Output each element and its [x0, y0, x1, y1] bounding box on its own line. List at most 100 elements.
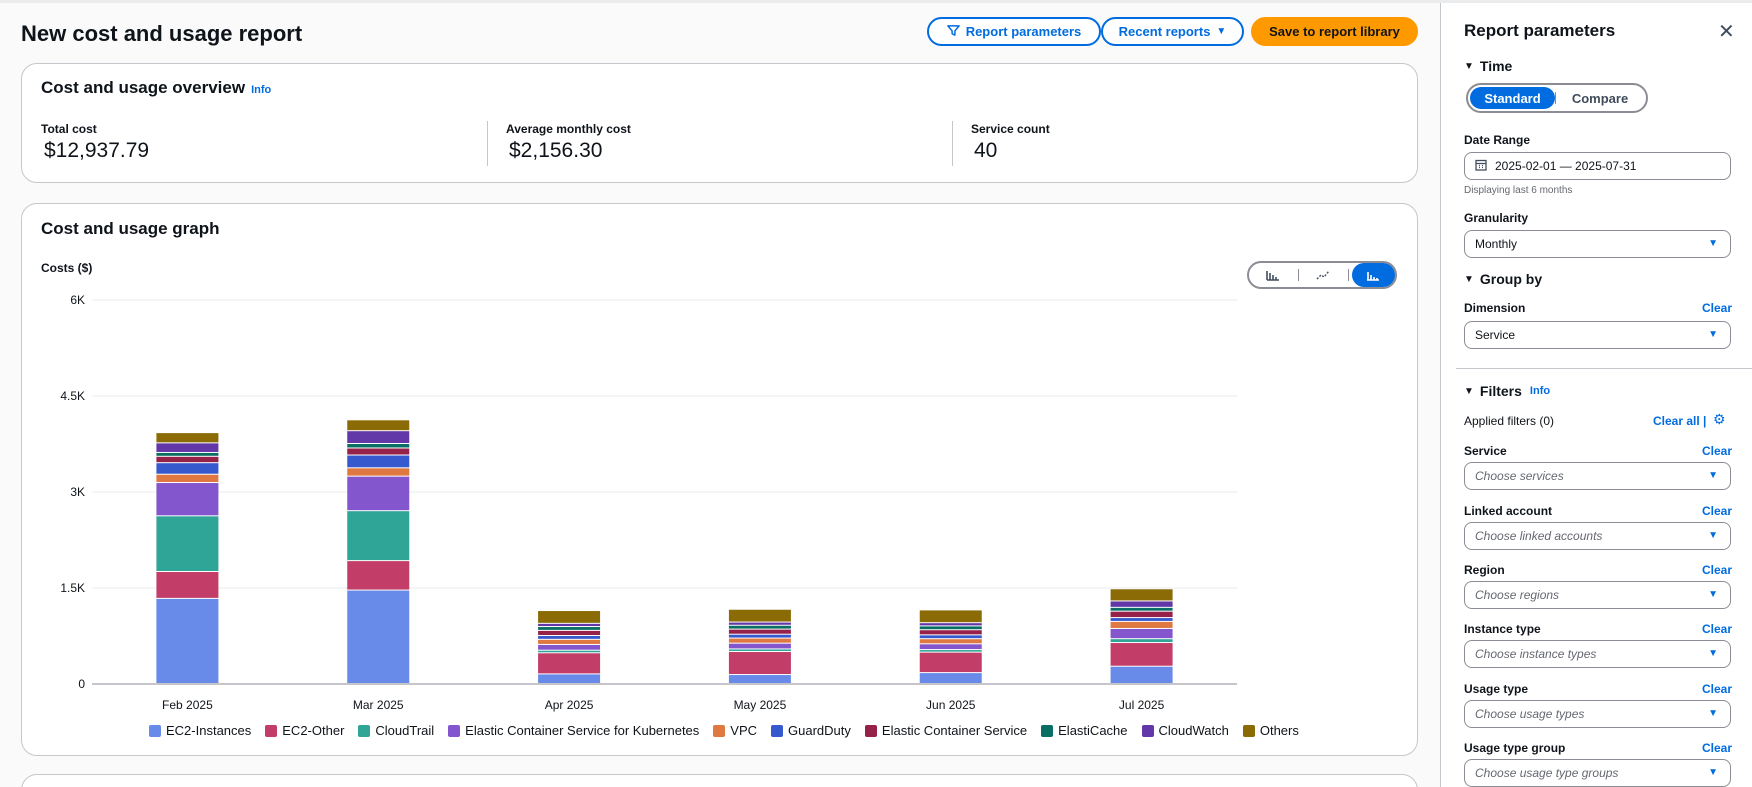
metric-divider — [952, 121, 953, 166]
granularity-label: Granularity — [1464, 211, 1529, 225]
top-border — [0, 0, 1752, 3]
chart-type-toggle — [1247, 261, 1397, 289]
instance-type-filter-select[interactable]: Choose instance types ▼ — [1464, 640, 1731, 668]
filter-placeholder: Choose regions — [1475, 588, 1560, 602]
service-filter-select[interactable]: Choose services ▼ — [1464, 462, 1731, 490]
standard-option[interactable]: Standard — [1470, 87, 1556, 109]
filter-label-usage-type-group: Usage type group — [1464, 741, 1566, 755]
report-parameters-button[interactable]: Report parameters — [927, 17, 1101, 46]
calendar-icon — [1475, 159, 1487, 174]
linked-account-filter-select[interactable]: Choose linked accounts ▼ — [1464, 522, 1731, 550]
page-title: New cost and usage report — [21, 21, 303, 46]
bar-segment — [919, 652, 982, 673]
bar-segment — [347, 420, 410, 431]
date-range-label: Date Range — [1464, 133, 1531, 147]
line-chart-toggle[interactable] — [1299, 263, 1348, 287]
panel-title: Report parameters — [1464, 21, 1616, 40]
caret-down-icon: ▼ — [1708, 648, 1718, 659]
metric-value: $12,937.79 — [44, 139, 150, 162]
dimension-value: Service — [1475, 328, 1516, 342]
overview-title: Cost and usage overview Info — [41, 78, 271, 98]
filter-placeholder: Choose services — [1475, 469, 1564, 483]
legend-item[interactable]: Others — [1242, 723, 1299, 738]
line-chart-icon — [1316, 270, 1330, 280]
legend-label: EC2-Instances — [166, 723, 252, 738]
stacked-bar-toggle[interactable] — [1351, 263, 1395, 287]
bar-segment — [156, 572, 219, 598]
legend-item[interactable]: GuardDuty — [771, 723, 851, 738]
filter-clear-link[interactable]: Clear — [1701, 504, 1732, 518]
dimension-select[interactable]: Service ▼ — [1464, 321, 1731, 349]
metric-value: $2,156.30 — [509, 139, 603, 162]
filter-label-linked-account: Linked account — [1464, 504, 1553, 518]
bar-segment — [347, 511, 410, 561]
y-axis-label: Costs ($) — [41, 261, 93, 275]
bar-segment — [156, 474, 219, 483]
caret-down-icon: ▼ — [1464, 60, 1474, 72]
legend-label: Elastic Container Service for Kubernetes — [465, 723, 700, 738]
granularity-select[interactable]: Monthly ▼ — [1464, 230, 1731, 258]
legend-item[interactable]: EC2-Other — [265, 723, 344, 738]
legend-item[interactable]: ElastiCache — [1041, 723, 1128, 738]
dimension-clear-link[interactable]: Clear — [1701, 301, 1732, 315]
save-to-library-button[interactable]: Save to report library — [1251, 17, 1418, 46]
legend-item[interactable]: CloudWatch — [1141, 723, 1229, 738]
legend-item[interactable]: Elastic Container Service — [864, 723, 1027, 738]
filter-clear-link[interactable]: Clear — [1701, 741, 1732, 755]
bar-chart-toggle[interactable] — [1249, 263, 1298, 287]
legend-item[interactable]: EC2-Instances — [149, 723, 251, 738]
legend-item[interactable]: VPC — [713, 723, 757, 738]
bar-segment — [156, 463, 219, 474]
toggle-divider — [1297, 269, 1299, 281]
x-tick-label: May 2025 — [734, 698, 787, 712]
overview-info-link[interactable]: Info — [251, 84, 272, 96]
bar-segment — [1110, 607, 1173, 611]
bar-segment — [538, 636, 601, 639]
y-tick-label: 0 — [78, 677, 85, 691]
usage-type-group-filter-select[interactable]: Choose usage type groups ▼ — [1464, 759, 1731, 787]
caret-down-icon: ▼ — [1708, 589, 1718, 600]
caret-down-icon: ▼ — [1464, 385, 1474, 397]
bar-segment — [347, 431, 410, 443]
bar-segment — [919, 630, 982, 635]
clear-all-link[interactable]: Clear all | — [1653, 414, 1707, 428]
region-filter-select[interactable]: Choose regions ▼ — [1464, 581, 1731, 609]
cost-chart: 0 1.5K 3K 4.5K 6K Feb 2025 Mar 2025 Apr 2025 May… — [60, 293, 1237, 712]
bar-segment — [919, 673, 982, 683]
bar-segment — [919, 635, 982, 639]
legend-label: EC2-Other — [282, 723, 345, 738]
bar-segment — [919, 610, 982, 623]
filter-clear-link[interactable]: Clear — [1701, 682, 1732, 696]
compare-option[interactable]: Compare — [1555, 91, 1644, 106]
bar-segment — [728, 625, 791, 629]
legend-swatch — [864, 724, 877, 737]
bar-segment — [156, 456, 219, 463]
bar-segment — [728, 638, 791, 643]
filters-info-link[interactable]: Info — [1529, 385, 1551, 397]
legend-swatch — [265, 724, 278, 737]
date-range-field[interactable]: 2025-02-01 — 2025-07-31 — [1464, 152, 1731, 180]
legend-swatch — [1141, 724, 1154, 737]
filter-clear-link[interactable]: Clear — [1701, 444, 1732, 458]
group-by-section-toggle[interactable]: ▼ Group by — [1464, 271, 1542, 287]
bar-segment — [156, 443, 219, 452]
chart-legend: EC2-Instances EC2-Other CloudTrail Elastic … — [149, 723, 1299, 738]
filter-label-instance-type: Instance type — [1464, 622, 1541, 636]
bar-chart-icon — [1266, 271, 1280, 281]
caret-down-icon: ▼ — [1708, 238, 1718, 249]
bar-segment — [156, 433, 219, 443]
gear-icon[interactable]: ⚙ — [1713, 411, 1726, 427]
bar-segment — [728, 649, 791, 651]
bar-segment — [538, 623, 601, 627]
time-mode-segmented: Standard Compare — [1466, 83, 1648, 113]
filters-section-toggle[interactable]: ▼ Filters Info — [1464, 383, 1550, 399]
legend-item[interactable]: Elastic Container Service for Kubernetes — [448, 723, 699, 738]
filter-clear-link[interactable]: Clear — [1701, 563, 1732, 577]
legend-item[interactable]: CloudTrail — [358, 723, 434, 738]
filter-clear-link[interactable]: Clear — [1701, 622, 1732, 636]
time-section-toggle[interactable]: ▼ Time — [1464, 58, 1512, 74]
close-icon[interactable]: ✕ — [1718, 21, 1735, 43]
recent-reports-button[interactable]: Recent reports ▼ — [1101, 17, 1244, 46]
usage-type-filter-select[interactable]: Choose usage types ▼ — [1464, 700, 1731, 728]
toggle-divider — [1347, 269, 1349, 281]
